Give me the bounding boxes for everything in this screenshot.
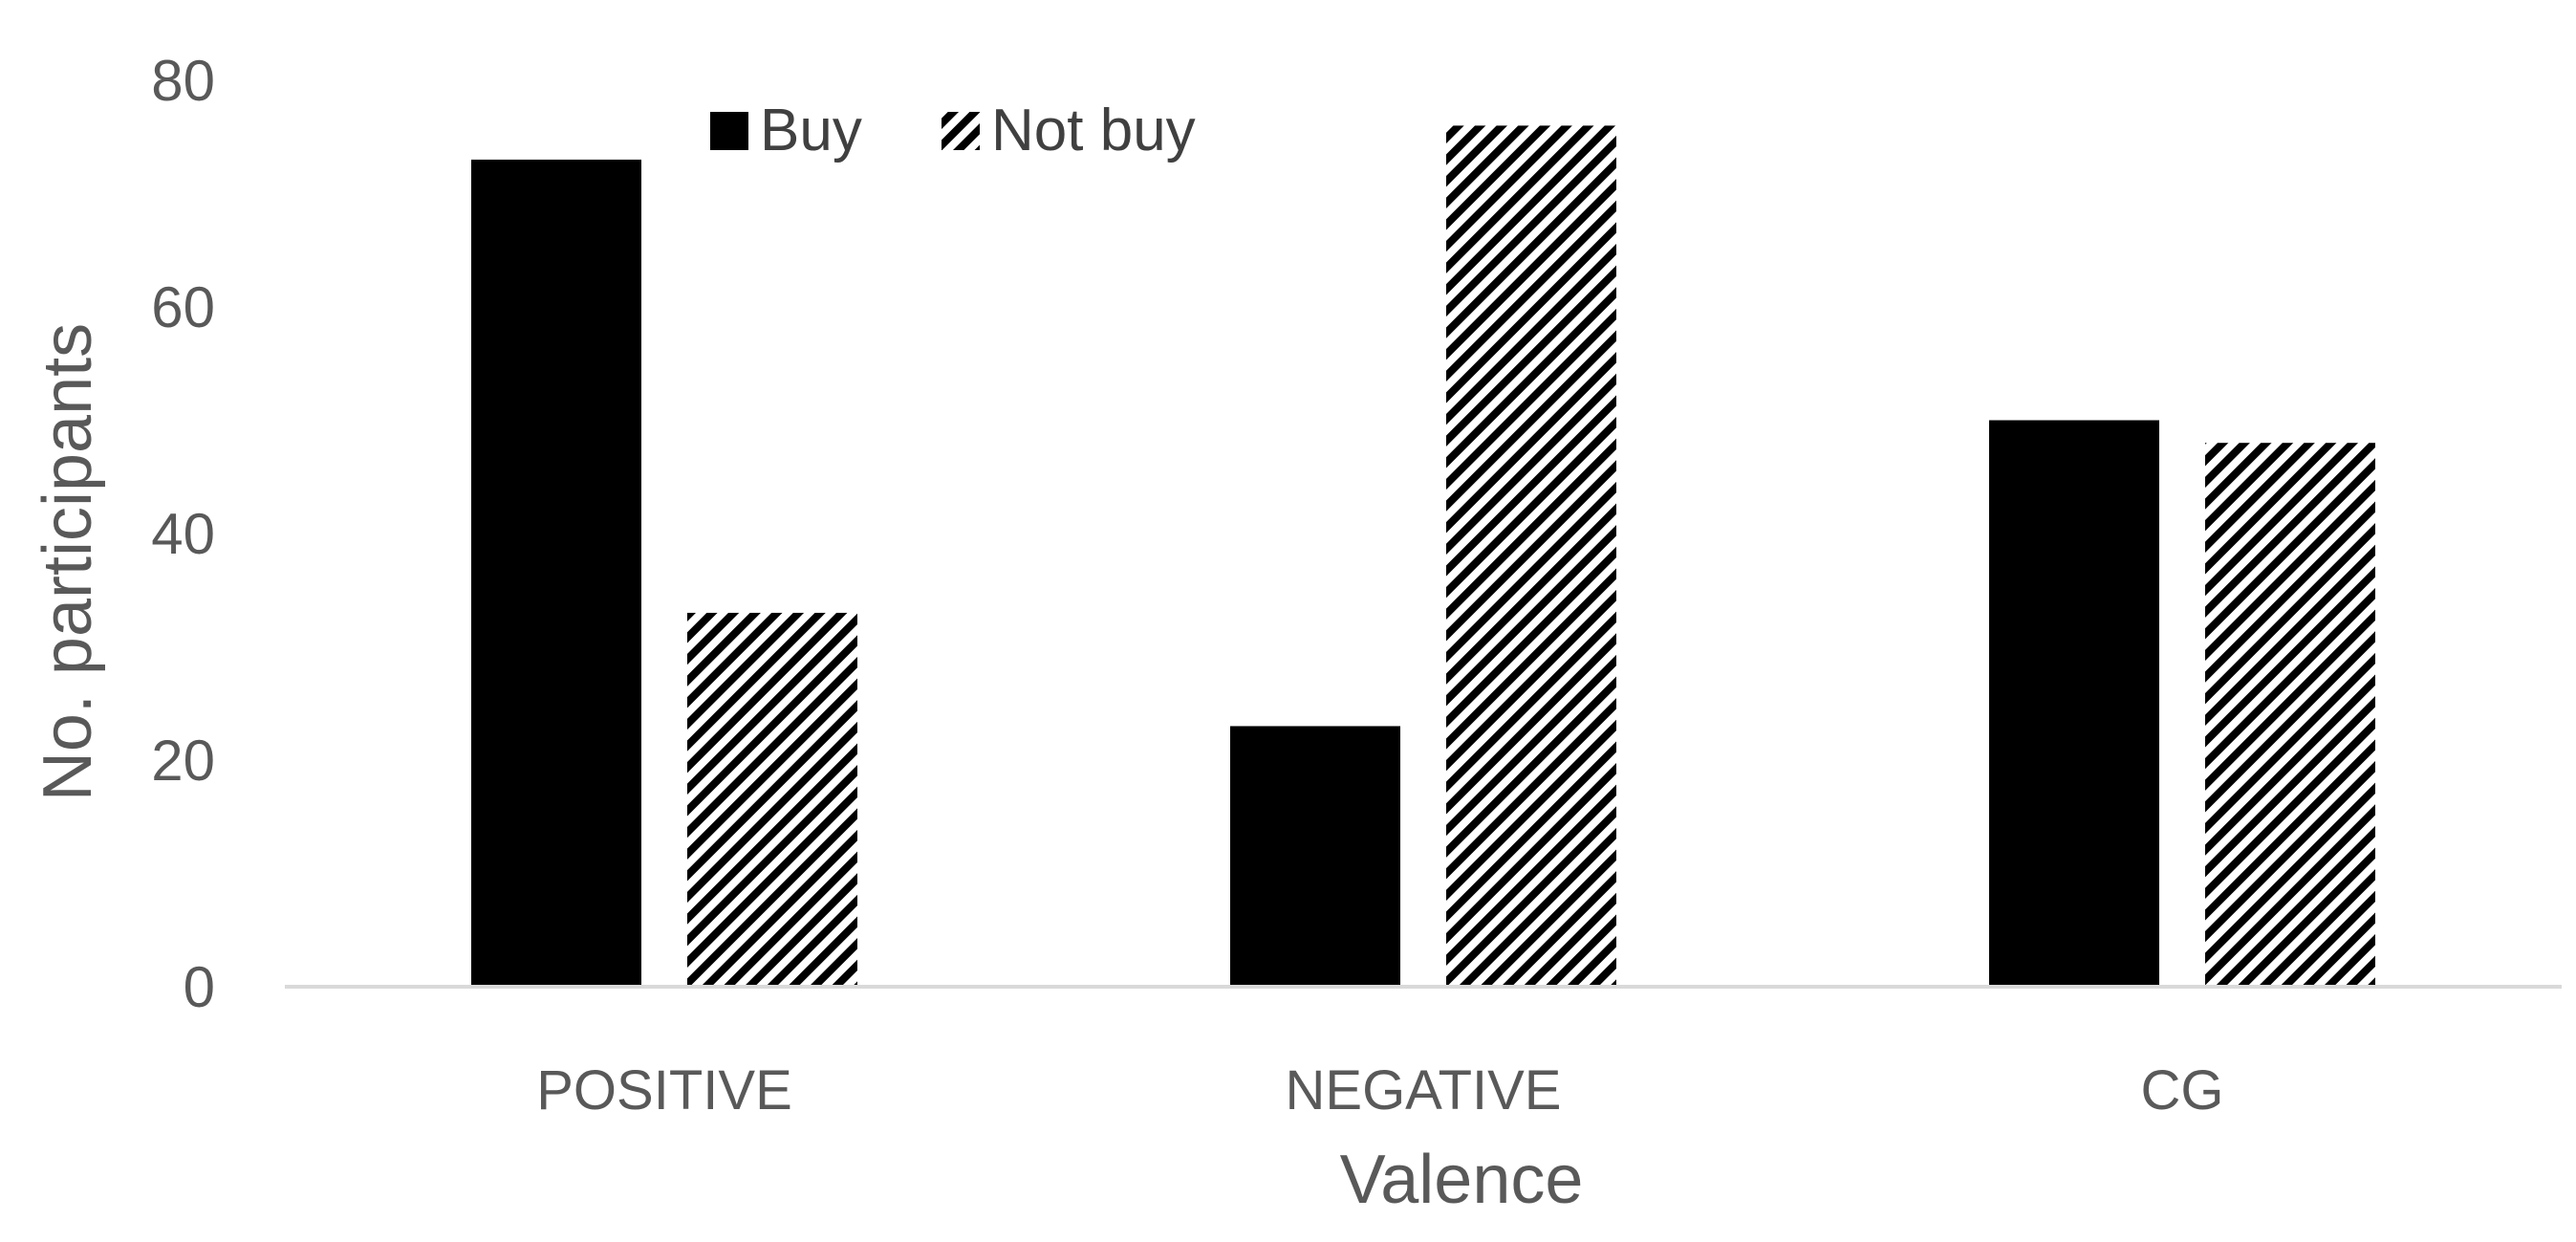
bar-buy-negative xyxy=(1230,726,1400,987)
legend-label-not-buy: Not buy xyxy=(991,98,1196,163)
x-category-label: NEGATIVE xyxy=(1286,1059,1562,1122)
bar-not-buy-negative xyxy=(1446,125,1616,987)
legend-swatch-not-buy xyxy=(942,112,980,150)
bars xyxy=(471,125,2375,987)
x-category-label: CG xyxy=(2141,1059,2224,1122)
legend-swatch-buy xyxy=(710,112,748,150)
legend-label-buy: Buy xyxy=(760,98,862,163)
x-category-label: POSITIVE xyxy=(536,1059,792,1122)
y-axis-ticks: 0 20 40 60 80 xyxy=(151,49,215,1019)
x-axis-title: Valence xyxy=(1340,1142,1584,1218)
y-tick-label: 40 xyxy=(151,502,215,566)
y-tick-label: 0 xyxy=(184,955,215,1019)
bar-not-buy-cg xyxy=(2205,443,2375,987)
y-tick-label: 80 xyxy=(151,49,215,113)
y-axis-title: No. participants xyxy=(30,323,106,801)
legend: Buy Not buy xyxy=(710,98,1196,163)
y-tick-label: 20 xyxy=(151,729,215,793)
x-axis-categories: POSITIVE NEGATIVE CG xyxy=(536,1059,2223,1122)
bar-buy-cg xyxy=(1989,420,2159,987)
y-tick-label: 60 xyxy=(151,275,215,339)
bar-buy-positive xyxy=(471,159,641,987)
bar-not-buy-positive xyxy=(687,612,857,987)
